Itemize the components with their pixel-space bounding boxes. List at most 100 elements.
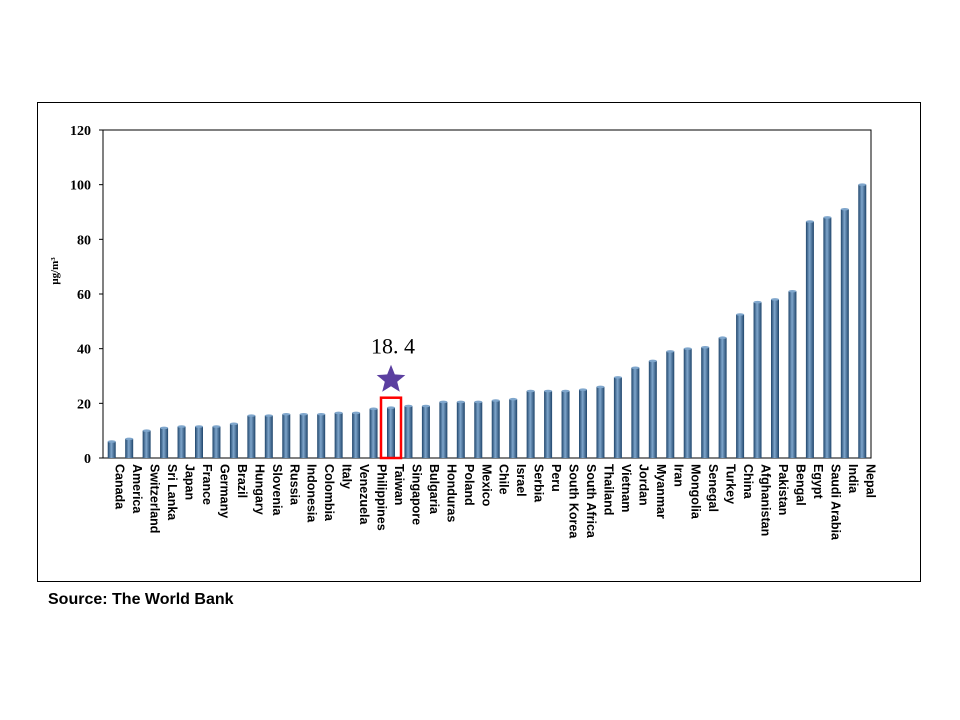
- category-label: Pakistan: [776, 464, 790, 515]
- star-icon: [376, 364, 406, 392]
- bar: [369, 408, 378, 458]
- bar-cap: [439, 400, 448, 404]
- category-label: Myanmar: [654, 464, 668, 519]
- category-label: Serbia: [532, 464, 546, 503]
- category-label: Israel: [514, 464, 528, 497]
- bar-cap: [160, 426, 169, 430]
- category-label: Afghanistan: [759, 464, 773, 536]
- bar-cap: [771, 298, 779, 301]
- bar-cap: [474, 400, 483, 404]
- category-label: America: [130, 464, 144, 514]
- bar: [282, 414, 291, 458]
- bar: [404, 406, 413, 458]
- y-tick-label: 40: [77, 343, 91, 358]
- category-label: Taiwan: [392, 464, 406, 505]
- category-label: Japan: [183, 464, 197, 500]
- category-label: Vietnam: [619, 464, 633, 512]
- bar-cap: [788, 289, 797, 293]
- category-label: Senegal: [706, 464, 720, 512]
- bar-cap: [544, 389, 553, 393]
- bar-cap: [334, 411, 343, 415]
- bar-cap: [229, 422, 238, 426]
- bar-cap: [212, 425, 221, 428]
- bar-cap: [718, 336, 727, 340]
- category-label: Mexico: [479, 464, 493, 507]
- bar: [474, 401, 483, 458]
- bar-cap: [823, 216, 832, 219]
- bar-cap: [526, 389, 535, 393]
- bar: [805, 221, 814, 458]
- category-label: Sri Lanka: [165, 464, 179, 521]
- bar-cap: [596, 385, 605, 389]
- bar: [421, 406, 430, 458]
- category-label: Russia: [287, 464, 301, 506]
- category-label: Venezuela: [357, 464, 371, 525]
- bar-cap: [561, 389, 570, 393]
- bar: [317, 414, 326, 458]
- bar-cap: [107, 440, 116, 443]
- category-label: South Korea: [567, 464, 581, 539]
- bar-cap: [125, 437, 134, 441]
- category-label: Chile: [497, 464, 511, 495]
- category-label: Switzerland: [148, 464, 162, 533]
- bar: [125, 438, 134, 458]
- y-tick-label: 60: [77, 288, 91, 303]
- bar-cap: [456, 400, 465, 404]
- chart-frame: μg/m³ 0 20 40 60 80 100 120 Canada America Switze…: [37, 102, 921, 582]
- category-label: Poland: [462, 464, 476, 506]
- bar: [229, 423, 238, 458]
- category-label: China: [741, 464, 755, 500]
- category-label: Bengal: [793, 464, 807, 506]
- category-label: Peru: [549, 464, 563, 492]
- y-tick-label: 0: [84, 452, 91, 467]
- bar: [579, 389, 587, 458]
- bar-cap: [317, 412, 326, 416]
- bar-cap: [421, 404, 430, 408]
- category-label: Slovenia: [270, 464, 284, 516]
- bar-chart: μg/m³ 0 20 40 60 80 100 120 Canada America Switze…: [49, 124, 877, 541]
- category-label: South Africa: [584, 464, 598, 539]
- bar: [107, 441, 116, 458]
- category-label: Iran: [671, 464, 685, 487]
- category-label: France: [200, 464, 214, 505]
- bar-cap: [858, 183, 867, 186]
- category-label: Hungary: [252, 464, 266, 515]
- bar: [526, 391, 535, 458]
- bar: [701, 347, 710, 458]
- category-label: Mongolia: [689, 464, 703, 520]
- bar-cap: [579, 388, 587, 391]
- category-label: Canada: [113, 464, 127, 510]
- bar-cap: [247, 414, 256, 417]
- bar-cap: [177, 425, 186, 428]
- bar: [352, 412, 361, 458]
- category-label: Colombia: [322, 464, 336, 522]
- bar: [334, 412, 343, 458]
- bar: [247, 415, 256, 458]
- bar-cap: [736, 313, 745, 316]
- category-label: Brazil: [235, 464, 249, 498]
- bar: [683, 348, 692, 458]
- category-label: Thailand: [601, 464, 615, 515]
- bar-cap: [387, 406, 395, 410]
- bar: [195, 426, 203, 458]
- bar: [771, 299, 779, 458]
- category-label: Indonesia: [305, 464, 319, 523]
- y-tick-label: 20: [77, 397, 91, 412]
- bar: [718, 337, 727, 458]
- bar-cap: [195, 425, 203, 428]
- bar: [613, 377, 622, 458]
- bar: [177, 426, 186, 458]
- category-label: Honduras: [444, 464, 458, 522]
- bar-cap: [701, 346, 710, 349]
- bar: [491, 400, 500, 458]
- highlight-box: [379, 396, 403, 460]
- bar: [264, 415, 273, 458]
- category-label: Germany: [217, 464, 231, 518]
- category-label: Philippines: [375, 464, 389, 531]
- bar-cap: [299, 412, 308, 416]
- bar-cap: [648, 359, 657, 363]
- bar-cap: [666, 350, 675, 353]
- category-label: Turkey: [724, 464, 738, 504]
- bar: [561, 391, 570, 458]
- bar: [666, 351, 675, 458]
